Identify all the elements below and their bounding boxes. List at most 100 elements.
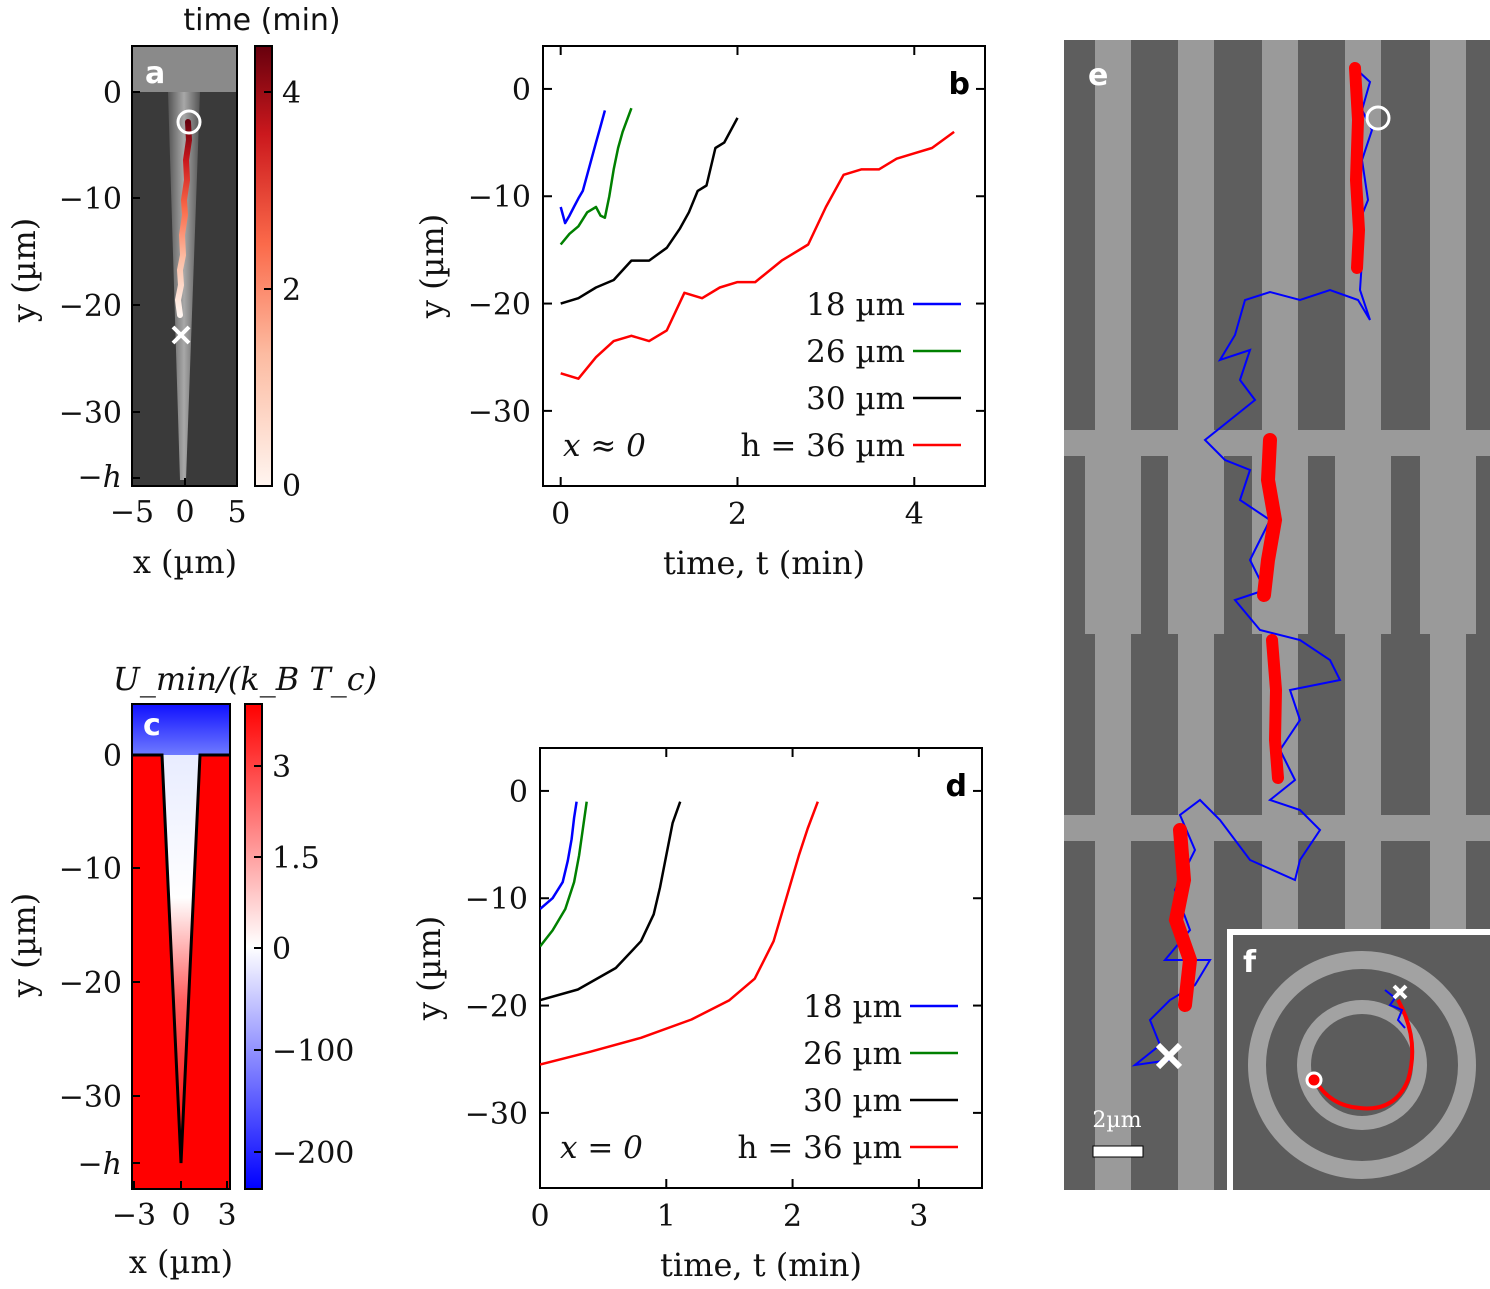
colorbar-tick: 0 <box>272 932 291 967</box>
series-line-3 <box>540 801 819 1066</box>
panel-a-yticks: 0 −10 −20 −30 −h <box>59 76 140 495</box>
legend-label: 18 µm <box>803 989 902 1025</box>
series-line-2 <box>560 117 739 305</box>
x-tick-label: 0 <box>175 495 194 530</box>
x-tick-label: 2 <box>728 497 747 532</box>
colorbar-title: U_min/(k_B T_c) <box>113 660 377 698</box>
legend-label: h = 36 µm <box>741 428 906 464</box>
y-tick-label: −30 <box>59 396 122 431</box>
panel-e: 2µm e f <box>1064 40 1490 1190</box>
inner-ring <box>1297 1000 1427 1130</box>
legend-label: 30 µm <box>806 381 905 417</box>
scale-bar <box>1092 1145 1144 1158</box>
legend-label: 26 µm <box>803 1036 902 1072</box>
panel-f-inset: f <box>1227 929 1490 1190</box>
x-tick-label: −5 <box>110 495 154 530</box>
panel-a-trajectory <box>174 119 193 318</box>
x-tick-label: 1 <box>657 1199 676 1234</box>
legend-label: h = 36 µm <box>738 1130 903 1166</box>
x-tick-label: 5 <box>227 495 246 530</box>
x-tick-label: 0 <box>551 497 570 532</box>
y-tick-label: −h <box>78 1147 122 1182</box>
x-axis-label: x (µm) <box>129 1243 233 1281</box>
start-marker <box>176 109 202 135</box>
y-axis-label: y (µm) <box>5 893 43 998</box>
y-tick-label: −20 <box>59 289 122 324</box>
colorbar-tick: −200 <box>272 1136 354 1171</box>
panel-a: a 0 −10 −20 −30 −h −5 0 5 x (µm) y (µm) <box>5 3 341 581</box>
panel-label: d <box>946 769 967 804</box>
colorbar-tick: 3 <box>272 750 291 785</box>
x-tick-label: 2 <box>783 1199 802 1234</box>
start-marker <box>1305 1071 1323 1089</box>
y-axis-label: y (µm) <box>5 218 43 323</box>
series-line-0 <box>540 801 578 910</box>
y-tick-label: −20 <box>465 990 528 1025</box>
panel-b-chart: 0 2 4 0 −10 −20 −30 time, t (min) y (µm) b x ≈ 0 18… <box>413 45 986 582</box>
y-tick-label: 0 <box>103 76 122 111</box>
panel-d-chart: 0 1 2 3 0 −10 −20 −30 time, t (min) y (µm) d x = 0 1… <box>410 747 983 1284</box>
x-tick-label: 0 <box>530 1199 549 1234</box>
panel-label: b <box>949 67 970 102</box>
series-line-1 <box>559 107 633 246</box>
panel-c: c 0 −10 −20 −30 −h −3 0 3 x (µm) y (µm) <box>5 660 377 1281</box>
panel-label: e <box>1088 58 1108 93</box>
outer-ring <box>1248 951 1476 1179</box>
series-group <box>559 107 955 380</box>
legend-label: 26 µm <box>806 334 905 370</box>
x-tick-label: 0 <box>171 1198 190 1233</box>
panel-a-xticks: −5 0 5 <box>110 478 247 530</box>
panel-label: f <box>1243 945 1257 980</box>
panel-label: c <box>143 708 161 743</box>
series-line-3 <box>560 130 955 380</box>
x-tick-label: 3 <box>909 1199 928 1234</box>
inset-red-trajectory <box>1313 999 1415 1111</box>
series-group <box>540 801 819 1066</box>
legend-label: 30 µm <box>803 1083 902 1119</box>
panel-c-funnel <box>162 755 200 1163</box>
y-tick-label: −10 <box>59 852 122 887</box>
panel-c-xticks: −3 0 3 <box>112 1181 237 1233</box>
colorbar-a <box>254 45 273 487</box>
end-marker <box>1392 984 1408 1000</box>
panel-a-top-region <box>132 46 237 92</box>
annotation: x ≈ 0 <box>563 428 646 464</box>
y-tick-label: −30 <box>468 395 531 430</box>
x-axis-label: x (µm) <box>133 543 237 581</box>
y-axis-label: y (µm) <box>413 214 451 319</box>
end-marker <box>1155 1042 1183 1070</box>
series-line-0 <box>559 110 607 225</box>
colorbar-c <box>244 703 263 1190</box>
plot-frame <box>542 45 986 487</box>
x-axis-label: time, t (min) <box>663 544 865 582</box>
colorbar-title: time (min) <box>183 3 340 38</box>
panel-a-trench <box>168 92 200 480</box>
y-tick-label: 0 <box>509 775 528 810</box>
y-axis-label: y (µm) <box>410 916 448 1021</box>
x-tick-label: 3 <box>217 1198 236 1233</box>
colorbar-tick: 0 <box>282 469 301 504</box>
y-tick-label: −20 <box>59 966 122 1001</box>
annotation: x = 0 <box>560 1130 643 1166</box>
colorbar-tick: 2 <box>282 273 301 308</box>
y-tick-label: −30 <box>59 1080 122 1115</box>
y-tick-label: −10 <box>465 882 528 917</box>
series-line-1 <box>540 801 588 948</box>
colorbar-tick: −100 <box>272 1034 354 1069</box>
panel-label: a <box>145 56 165 91</box>
panel-c-boundary <box>132 753 230 1164</box>
y-tick-label: −20 <box>468 288 531 323</box>
y-tick-label: −10 <box>59 182 122 217</box>
y-tick-label: −30 <box>465 1097 528 1132</box>
series-line-2 <box>540 801 682 1002</box>
y-tick-label: 0 <box>512 73 531 108</box>
x-tick-label: −3 <box>112 1198 156 1233</box>
x-tick-label: 4 <box>905 497 924 532</box>
y-tick-label: −h <box>78 460 122 495</box>
x-axis-label: time, t (min) <box>660 1246 862 1284</box>
panel-c-top <box>132 704 230 755</box>
start-marker <box>1365 105 1391 131</box>
y-tick-label: 0 <box>103 739 122 774</box>
